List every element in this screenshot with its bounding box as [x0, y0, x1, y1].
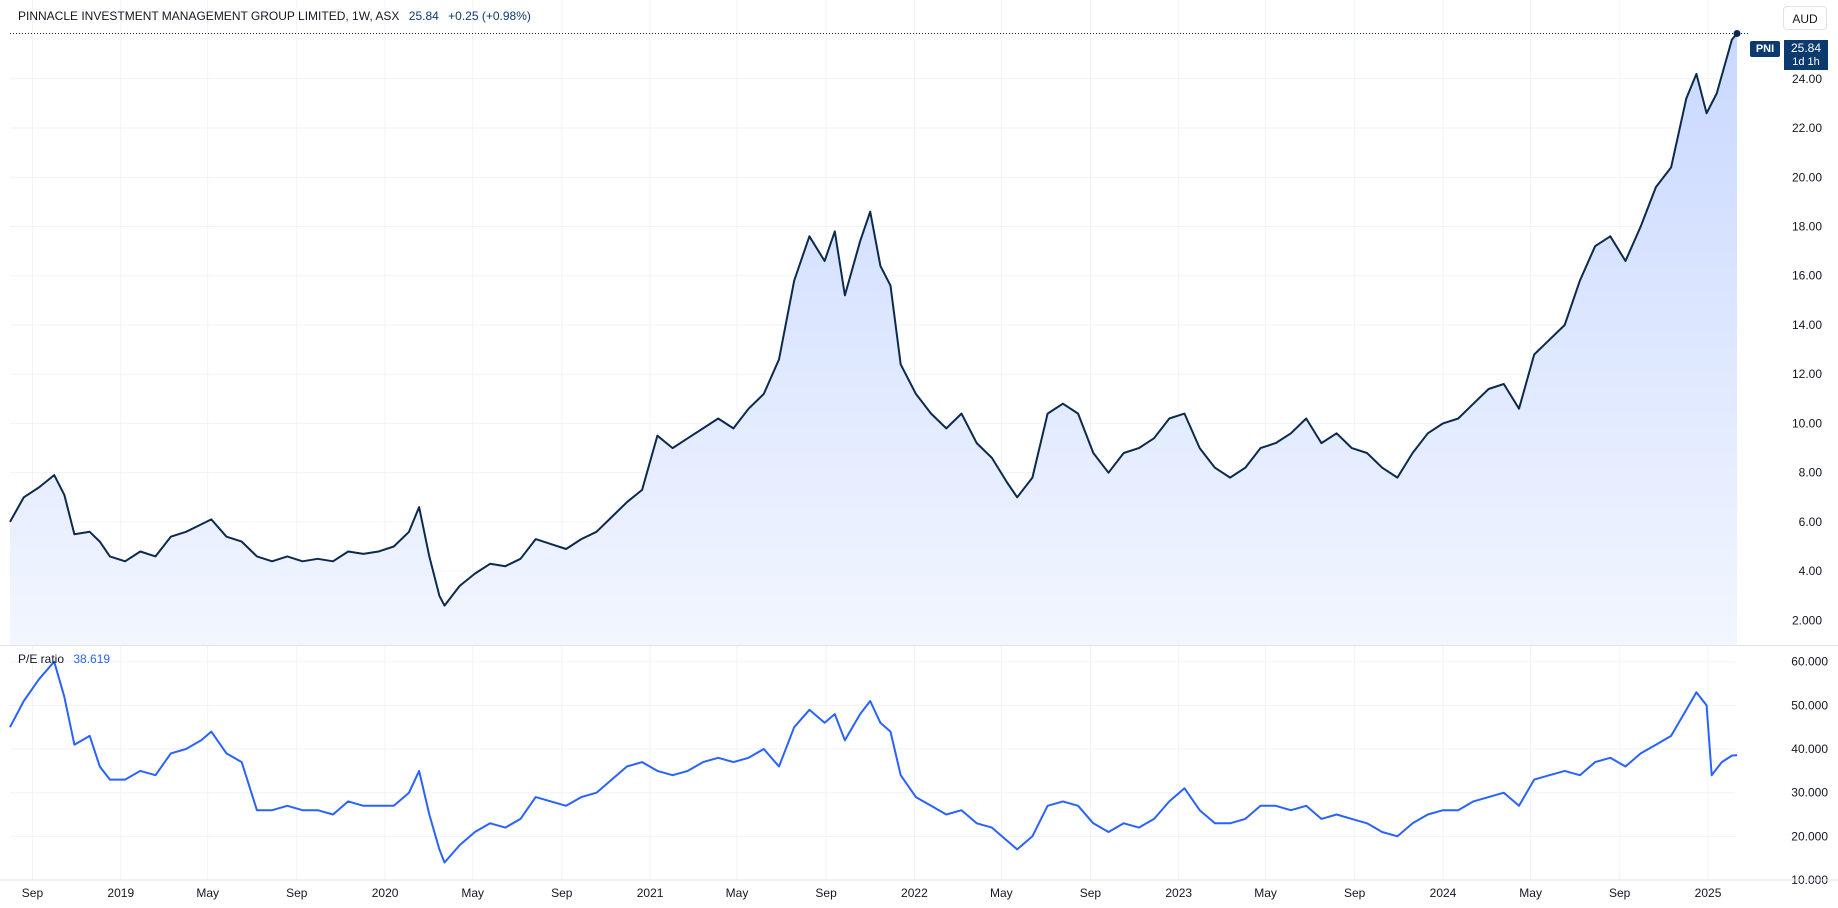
pe-label: P/E ratio: [18, 652, 65, 666]
last-price-tag: 25.84 1d 1h: [1784, 40, 1828, 70]
x-tick-label: May: [196, 886, 219, 900]
pe-axis-label: 50.000: [1791, 698, 1828, 712]
price-axis-label: 12.00: [1792, 367, 1822, 381]
pe-value: 38.619: [73, 652, 111, 666]
x-tick-label: 2021: [637, 886, 664, 900]
pe-axis-label: 40.000: [1791, 742, 1828, 756]
x-tick-label: May: [1519, 886, 1542, 900]
symbol-title: PINNACLE INVESTMENT MANAGEMENT GROUP LIM…: [18, 9, 400, 23]
price-area-fill: [10, 33, 1737, 645]
x-tick-label: May: [1254, 886, 1277, 900]
price-axis-label: 22.00: [1792, 121, 1822, 135]
price-axis-label: 20.00: [1792, 170, 1822, 184]
price-axis-label: 10.00: [1792, 416, 1822, 430]
price-series-line: [9, 32, 1738, 607]
x-tick-label: Sep: [286, 886, 308, 900]
x-tick-label: May: [726, 886, 749, 900]
x-tick-label: Sep: [815, 886, 837, 900]
price-axis-label: 8.00: [1799, 466, 1823, 480]
symbol-tag: PNI: [1750, 41, 1780, 57]
price-axis-label: 6.00: [1799, 515, 1823, 529]
pe-axis-label: 20.000: [1791, 829, 1828, 843]
price-axis-label: 24.00: [1792, 72, 1822, 86]
x-tick-label: 2024: [1430, 886, 1457, 900]
price-axis-label: 16.00: [1792, 269, 1822, 283]
price-axis-label: 4.00: [1799, 564, 1823, 578]
last-price-dot: [1733, 29, 1741, 37]
x-tick-label: May: [990, 886, 1013, 900]
last-price: 25.84: [408, 9, 439, 23]
x-tick-label: Sep: [1344, 886, 1366, 900]
x-tick-label: 2019: [107, 886, 134, 900]
x-tick-label: Sep: [551, 886, 573, 900]
currency-button[interactable]: AUD: [1783, 6, 1827, 30]
pane-separator[interactable]: [0, 645, 1838, 646]
x-tick-label: 2020: [372, 886, 399, 900]
price-axis-label: 14.00: [1792, 318, 1822, 332]
x-tick-label: Sep: [22, 886, 44, 900]
symbol-legend: PINNACLE INVESTMENT MANAGEMENT GROUP LIM…: [18, 9, 537, 23]
price-change: +0.25 (+0.98%): [448, 9, 531, 23]
x-tick-label: 2025: [1695, 886, 1722, 900]
x-tick-label: Sep: [1080, 886, 1102, 900]
price-axis-label: 18.00: [1792, 219, 1822, 233]
pe-axis-label: 60.000: [1791, 655, 1828, 669]
price-tag-value: 25.84: [1790, 41, 1822, 55]
x-tick-label: 2022: [901, 886, 928, 900]
x-tick-label: 2023: [1165, 886, 1192, 900]
price-axis-label: 2.000: [1792, 613, 1822, 627]
x-tick-label: May: [461, 886, 484, 900]
pe-legend: P/E ratio 38.619: [18, 652, 116, 666]
bar-countdown: 1d 1h: [1792, 56, 1820, 68]
pe-axis-label: 30.000: [1791, 786, 1828, 800]
x-tick-label: Sep: [1609, 886, 1631, 900]
pe-series-line: [9, 660, 1738, 864]
